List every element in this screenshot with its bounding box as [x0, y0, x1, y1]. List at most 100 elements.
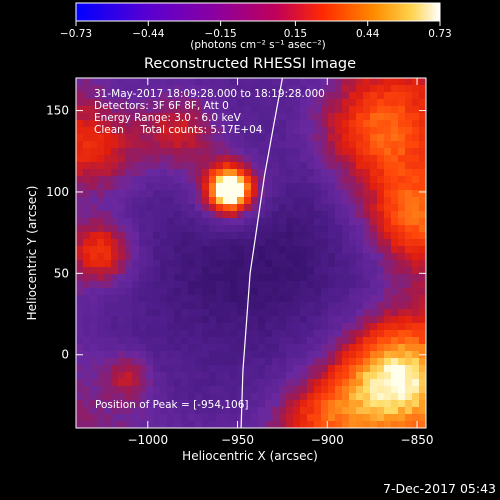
heatmap-cell: [363, 421, 371, 428]
heatmap-cell: [160, 379, 168, 387]
heatmap-cell: [153, 260, 161, 268]
heatmap-cell: [307, 239, 315, 247]
heatmap-cell: [349, 316, 357, 324]
heatmap-cell: [188, 295, 196, 303]
heatmap-cell: [384, 386, 392, 394]
heatmap-cell: [349, 379, 357, 387]
heatmap-cell: [384, 421, 392, 428]
heatmap-cell: [377, 372, 385, 380]
heatmap-cell: [279, 253, 287, 261]
heatmap-cell: [391, 239, 399, 247]
heatmap-cell: [272, 120, 280, 128]
heatmap-cell: [272, 204, 280, 212]
heatmap-cell: [335, 197, 343, 205]
heatmap-cell: [195, 183, 203, 191]
heatmap-cell: [160, 309, 168, 317]
heatmap-cell: [258, 218, 266, 226]
heatmap-cell: [83, 183, 91, 191]
heatmap-cell: [125, 302, 133, 310]
heatmap-cell: [356, 372, 364, 380]
heatmap-cell: [76, 204, 84, 212]
heatmap-cell: [328, 127, 336, 135]
heatmap-cell: [419, 92, 426, 100]
heatmap-cell: [111, 365, 119, 373]
heatmap-cell: [125, 281, 133, 289]
heatmap-cell: [237, 232, 245, 240]
heatmap-cell: [356, 120, 364, 128]
heatmap-cell: [405, 372, 413, 380]
heatmap-cell: [412, 386, 420, 394]
heatmap-cell: [349, 176, 357, 184]
heatmap-cell: [181, 225, 189, 233]
heatmap-cell: [111, 358, 119, 366]
heatmap-cell: [132, 267, 140, 275]
heatmap-cell: [160, 253, 168, 261]
heatmap-cell: [342, 225, 350, 233]
heatmap-cell: [286, 386, 294, 394]
heatmap-cell: [167, 197, 175, 205]
heatmap-cell: [216, 414, 224, 422]
heatmap-cell: [167, 267, 175, 275]
heatmap-cell: [356, 281, 364, 289]
heatmap-cell: [139, 176, 147, 184]
heatmap-cell: [118, 239, 126, 247]
heatmap-cell: [167, 393, 175, 401]
heatmap-cell: [272, 169, 280, 177]
heatmap-cell: [83, 141, 91, 149]
heatmap-cell: [153, 393, 161, 401]
heatmap-cell: [76, 379, 84, 387]
heatmap-cell: [90, 120, 98, 128]
heatmap-cell: [195, 260, 203, 268]
heatmap-cell: [244, 316, 252, 324]
heatmap-cell: [237, 183, 245, 191]
heatmap-cell: [111, 92, 119, 100]
heatmap-cell: [202, 148, 210, 156]
heatmap-cell: [181, 253, 189, 261]
heatmap-cell: [111, 134, 119, 142]
heatmap-cell: [174, 239, 182, 247]
heatmap-cell: [97, 78, 105, 86]
heatmap-cell: [83, 330, 91, 338]
heatmap-cell: [391, 197, 399, 205]
heatmap-cell: [251, 134, 259, 142]
heatmap-cell: [405, 141, 413, 149]
heatmap-cell: [398, 211, 406, 219]
heatmap-cell: [118, 386, 126, 394]
heatmap-cell: [412, 78, 420, 86]
heatmap-cell: [314, 337, 322, 345]
heatmap-cell: [244, 386, 252, 394]
heatmap-cell: [405, 246, 413, 254]
heatmap-cell: [363, 351, 371, 359]
colorbar-tick-label: 0.15: [284, 28, 307, 40]
heatmap-cell: [342, 155, 350, 163]
heatmap-cell: [405, 267, 413, 275]
heatmap-cell: [391, 414, 399, 422]
heatmap-cell: [384, 92, 392, 100]
heatmap-cell: [132, 211, 140, 219]
heatmap-cell: [132, 309, 140, 317]
heatmap-cell: [391, 274, 399, 282]
heatmap-cell: [377, 169, 385, 177]
heatmap-cell: [139, 246, 147, 254]
heatmap-cell: [307, 127, 315, 135]
heatmap-cell: [272, 155, 280, 163]
heatmap-cell: [391, 379, 399, 387]
heatmap-cell: [132, 197, 140, 205]
heatmap-cell: [97, 351, 105, 359]
heatmap-cell: [125, 141, 133, 149]
heatmap-cell: [209, 386, 217, 394]
heatmap-cell: [419, 85, 426, 93]
heatmap-cell: [265, 120, 273, 128]
heatmap-cell: [307, 288, 315, 296]
heatmap-cell: [363, 218, 371, 226]
heatmap-cell: [258, 267, 266, 275]
heatmap-cell: [139, 169, 147, 177]
heatmap-cell: [349, 337, 357, 345]
heatmap-cell: [83, 288, 91, 296]
heatmap-cell: [83, 225, 91, 233]
heatmap-cell: [202, 295, 210, 303]
heatmap-cell: [216, 330, 224, 338]
heatmap-cell: [342, 309, 350, 317]
heatmap-cell: [181, 400, 189, 408]
heatmap-cell: [314, 288, 322, 296]
